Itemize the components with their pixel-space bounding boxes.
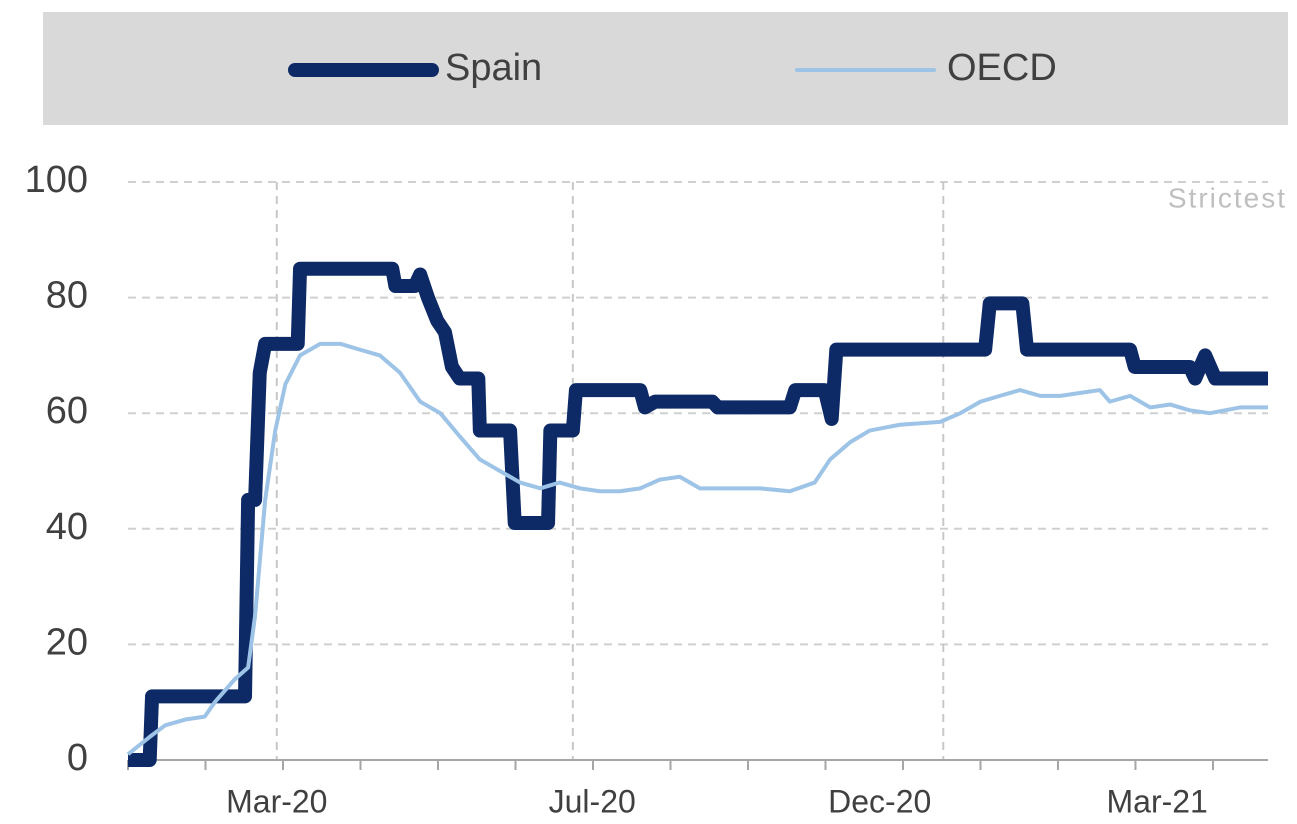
legend-label: OECD	[947, 47, 1057, 89]
y-tick-label: 40	[46, 506, 88, 548]
y-tick-label: 0	[67, 737, 88, 779]
x-tick-label: Jul-20	[549, 783, 636, 819]
y-tick-label: 80	[46, 275, 88, 317]
series-line	[126, 341, 1268, 756]
x-tick-label: Mar-21	[1106, 783, 1207, 819]
x-tick-label: Dec-20	[828, 783, 931, 819]
series-line	[128, 261, 1268, 767]
legend-label: Spain	[445, 47, 542, 89]
annotation: Strictest	[1168, 182, 1287, 213]
x-tick-label: Mar-20	[226, 783, 327, 819]
y-tick-label: 20	[46, 621, 88, 663]
legend-box	[43, 12, 1288, 125]
y-tick-label: 100	[25, 159, 88, 201]
y-tick-label: 60	[46, 390, 88, 432]
